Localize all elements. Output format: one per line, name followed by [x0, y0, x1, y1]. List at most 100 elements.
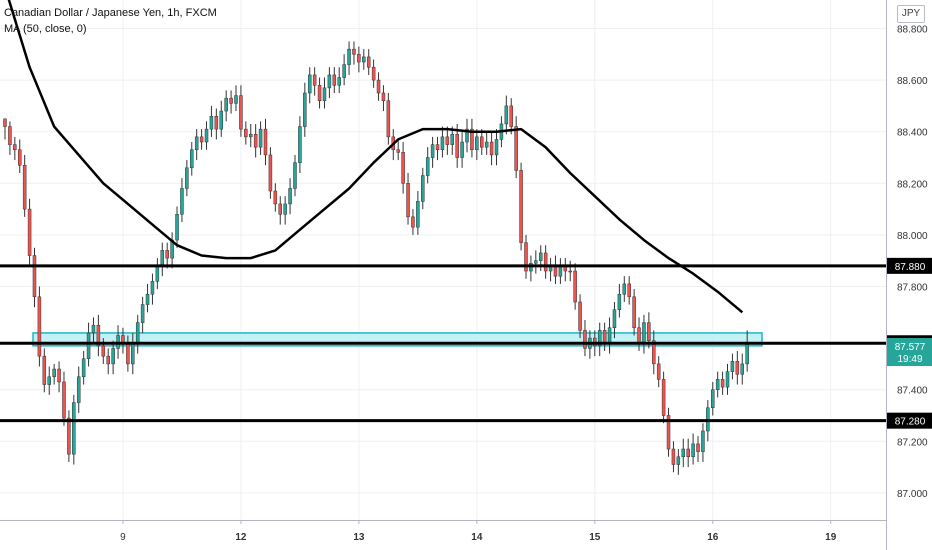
candle-down: [253, 134, 258, 148]
candle-down: [3, 118, 7, 127]
candle-up: [249, 134, 253, 138]
candle-down: [489, 141, 494, 156]
candle-up: [597, 330, 602, 347]
candle-up: [440, 136, 445, 151]
candle-down: [214, 115, 219, 130]
candle-down: [62, 381, 66, 419]
candle-down: [106, 355, 110, 365]
candle-down: [312, 74, 317, 86]
candle-down: [263, 128, 268, 156]
candle-down: [401, 152, 405, 184]
currency-button[interactable]: JPY: [897, 5, 925, 23]
candle-down: [381, 92, 386, 101]
candle-up: [47, 376, 51, 385]
candle-up: [622, 283, 627, 295]
y-tick-label: 88.000: [897, 231, 928, 242]
candle-up: [450, 134, 455, 145]
candle-down: [435, 144, 440, 151]
bar-countdown-label: 19:49: [897, 354, 922, 365]
candle-up: [681, 448, 686, 458]
ma-indicator-label: MA (50, close, 0): [4, 23, 87, 35]
candle-up: [730, 361, 735, 372]
candle-up: [460, 141, 464, 158]
candle-up: [715, 379, 720, 390]
candle-down: [317, 85, 322, 101]
last-price-badge: [887, 338, 932, 367]
candle-down: [273, 190, 278, 205]
candle-up: [642, 322, 646, 344]
candle-down: [647, 322, 651, 341]
candle-down: [22, 164, 27, 210]
last-price-label: 87.577: [895, 342, 926, 353]
candle-up: [740, 363, 744, 375]
candle-up: [150, 281, 155, 295]
candle-down: [720, 379, 725, 388]
candle-up: [160, 250, 165, 267]
candle-down: [376, 79, 381, 94]
candle-up: [612, 309, 617, 329]
x-tick-label: 13: [353, 532, 365, 543]
candle-down: [519, 170, 523, 243]
candle-down: [126, 343, 130, 365]
candle-up: [465, 128, 469, 143]
candle-up: [691, 443, 695, 458]
candle-down: [455, 134, 459, 158]
candle-down: [470, 128, 474, 151]
candle-up: [180, 188, 184, 215]
candle-down: [445, 136, 450, 145]
candle-down: [637, 327, 641, 344]
candle-down: [332, 74, 337, 86]
candle-down: [42, 355, 47, 385]
candle-up: [209, 115, 214, 130]
candle-up: [155, 265, 160, 282]
candle-down: [480, 136, 484, 148]
candle-down: [661, 379, 666, 416]
candle-down: [696, 443, 700, 452]
candle-down: [13, 144, 17, 151]
candle-up: [416, 201, 420, 228]
candle-up: [494, 139, 499, 156]
candle-up: [86, 332, 91, 359]
x-tick-label: 9: [120, 532, 126, 543]
candle-up: [538, 252, 543, 261]
candle-down: [652, 340, 656, 365]
candle-up: [283, 203, 287, 215]
candle-down: [27, 208, 32, 256]
x-tick-label: 15: [589, 532, 601, 543]
candle-down: [386, 100, 391, 138]
candle-up: [421, 175, 425, 202]
candle-up: [91, 324, 96, 334]
candle-down: [543, 252, 548, 272]
candle-down: [101, 345, 106, 357]
candle-down: [411, 216, 415, 228]
candle-up: [293, 162, 297, 189]
candle-up: [175, 214, 179, 241]
candle-down: [17, 149, 22, 166]
candle-up: [337, 77, 341, 86]
candle-up: [711, 389, 715, 409]
candle-down: [656, 363, 661, 380]
candle-up: [76, 376, 81, 403]
candle-up: [307, 74, 312, 94]
chart-legend: Canadian Dollar / Japanese Yen, 1h, FXCM…: [4, 5, 217, 37]
candle-down: [199, 136, 204, 143]
candle-up: [194, 136, 199, 151]
candle-down: [57, 368, 61, 383]
candle-up: [204, 128, 209, 143]
candle-down: [666, 415, 671, 450]
candle-up: [185, 167, 189, 189]
candle-up: [145, 293, 150, 305]
candle-up: [425, 157, 430, 176]
candle-up: [81, 358, 86, 378]
level-price-badge: [887, 412, 932, 429]
candle-up: [568, 270, 572, 273]
x-tick-label: 12: [235, 532, 247, 543]
candle-down: [67, 417, 71, 455]
candle-up: [607, 327, 612, 344]
y-tick-label: 87.200: [897, 437, 928, 448]
level-price-badge: [887, 257, 932, 274]
candle-down: [686, 448, 690, 458]
candle-down: [268, 154, 273, 192]
